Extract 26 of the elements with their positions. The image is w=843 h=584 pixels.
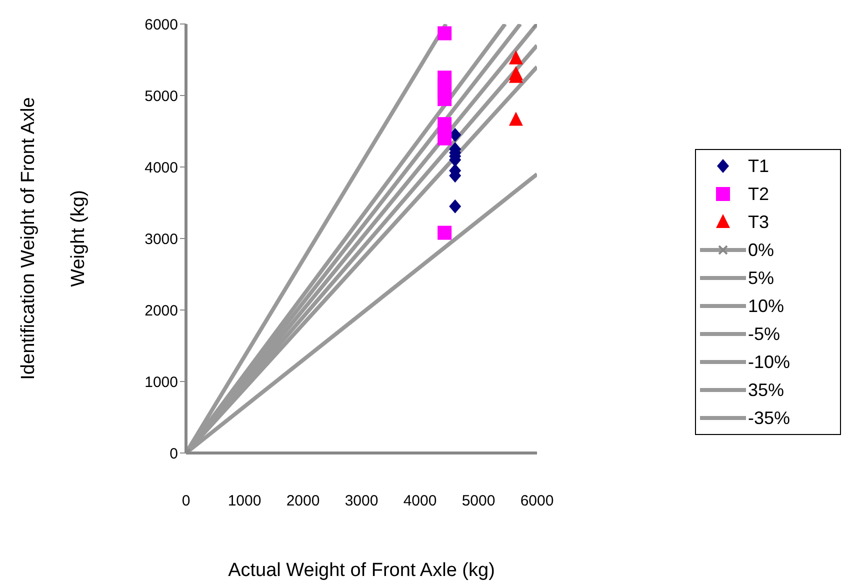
legend-label: -5% [748, 324, 780, 344]
x-tick-label: 1000 [228, 492, 262, 510]
y-tick-label: 0 [170, 445, 178, 462]
legend-label: 0% [748, 240, 774, 260]
text: Identification Weight of Front Axle Weight (kg) [18, 97, 89, 380]
y-tick-label: 6000 [144, 16, 178, 34]
y-tick-label: 4000 [144, 159, 178, 176]
legend-label: -10% [748, 352, 790, 372]
x-tick-label: 2000 [286, 492, 320, 510]
x-tick-label: 3000 [344, 492, 378, 510]
y-tick-label: 2000 [144, 302, 178, 320]
y-tick-label: 1000 [144, 374, 178, 391]
legend-label: T3 [748, 212, 770, 232]
y-tick-label: 5000 [144, 88, 178, 105]
x-tick-label: 6000 [520, 492, 554, 510]
legend-label: -35% [748, 408, 790, 428]
legend-label: T2 [748, 184, 770, 204]
y-tick-label: 3000 [144, 230, 178, 248]
legend-label: 5% [748, 268, 774, 288]
legend-label: 10% [748, 296, 784, 316]
x-axis-title: Actual Weight of Front Axle (kg) [228, 560, 495, 581]
x-tick-label: 5000 [462, 492, 496, 510]
legend-label: 35% [748, 380, 784, 400]
x-tick-label: 4000 [403, 492, 437, 510]
x-tick-label: 0 [182, 492, 190, 510]
legend-label: T1 [748, 156, 770, 176]
